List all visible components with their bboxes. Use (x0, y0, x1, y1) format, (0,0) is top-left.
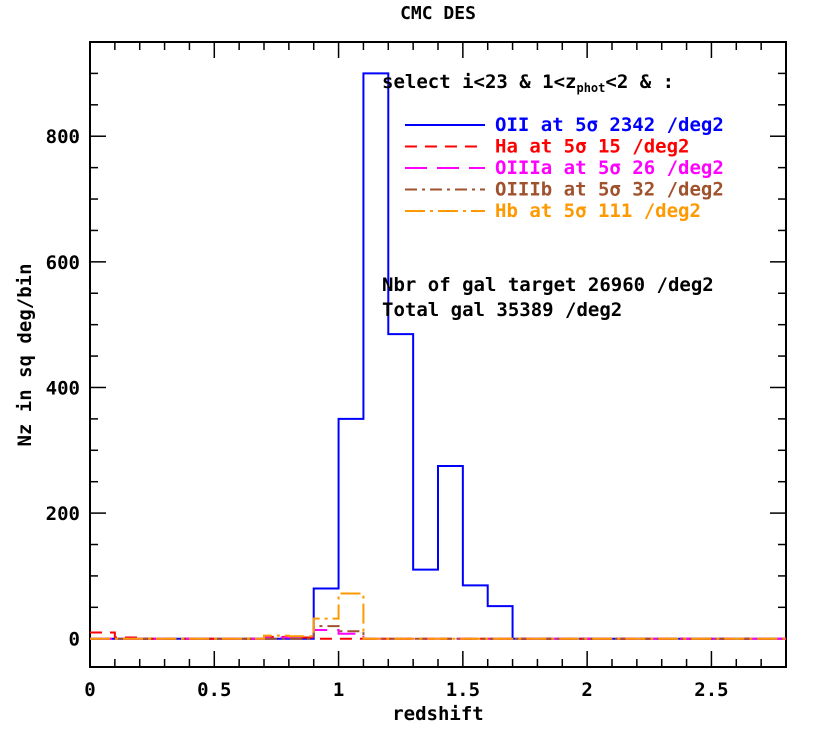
x-tick-label: 2.5 (694, 679, 728, 701)
x-axis-label: redshift (392, 703, 484, 725)
y-axis-label: Nz in sq deg/bin (14, 263, 36, 446)
axis-tick-labels: 0 0.5 1 1.5 2 2.5 0 200 400 600 800 (46, 126, 729, 701)
series-line-4 (90, 592, 786, 640)
y-tick-label: 0 (69, 629, 80, 651)
x-tick-label: 0 (84, 679, 95, 701)
legend-label: OIIIa at 5σ 26 /deg2 (495, 157, 724, 179)
x-tick-label: 2 (581, 679, 592, 701)
histogram-series (90, 72, 786, 640)
selection-criteria-subscript: phot (576, 81, 605, 95)
x-tick-label: 1 (333, 679, 344, 701)
legend-label: Hb at 5σ 111 /deg2 (495, 200, 701, 222)
y-tick-label: 600 (46, 252, 80, 274)
series-line-2 (90, 628, 786, 640)
y-tick-label: 800 (46, 126, 80, 148)
series-line-3 (90, 625, 786, 640)
selection-criteria: select i<23 & 1<zphot<2 & : (382, 71, 674, 95)
annotation-total-count: Total gal 35389 /deg2 (382, 299, 622, 321)
annotation-target-count: Nbr of gal target 26960 /deg2 (382, 274, 714, 296)
x-tick-label: 1.5 (446, 679, 480, 701)
legend-label: OIIIb at 5σ 32 /deg2 (495, 179, 724, 201)
selection-criteria-suffix: <2 & : (605, 71, 674, 93)
x-tick-label: 0.5 (197, 679, 231, 701)
y-tick-label: 200 (46, 503, 80, 525)
chart-title: CMC DES (400, 3, 476, 24)
legend-label: OII at 5σ 2342 /deg2 (495, 114, 724, 136)
selection-criteria-prefix: select i<23 & 1<z (382, 71, 576, 93)
legend-label: Ha at 5σ 15 /deg2 (495, 136, 689, 158)
y-tick-label: 400 (46, 377, 80, 399)
